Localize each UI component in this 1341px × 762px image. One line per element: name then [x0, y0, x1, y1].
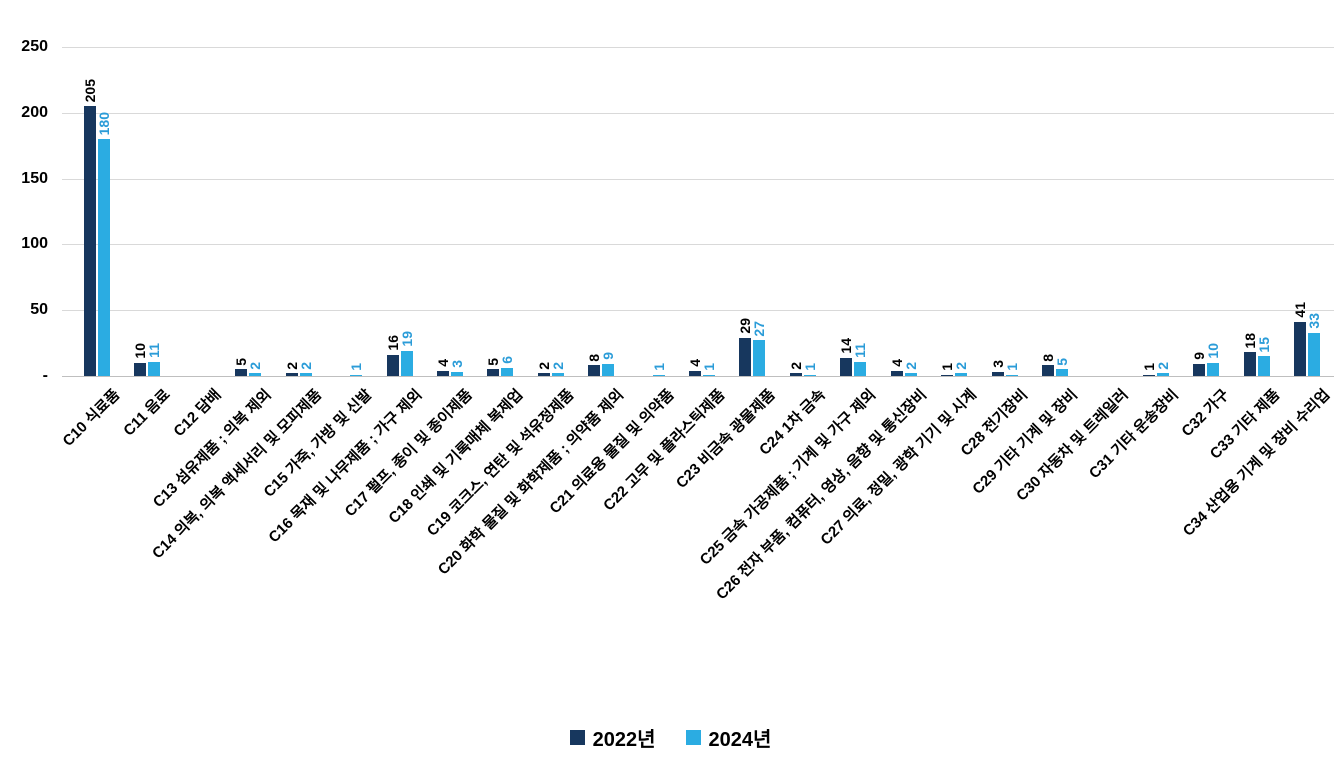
bar-2024년-C29 [1055, 369, 1068, 376]
legend-item-2024: 2024년 [685, 723, 772, 752]
bar-2022년-C32 [1193, 364, 1206, 376]
bar-2022년-C31 [1142, 374, 1155, 376]
y-axis-tick-label: 150 [21, 169, 48, 187]
value-label-2024년: 1 [701, 362, 718, 371]
bar-2024년-C15 [350, 374, 363, 376]
bar-2024년-C19 [551, 373, 564, 376]
bar-2024년-C33 [1257, 356, 1270, 376]
gridline [62, 47, 1334, 48]
bar-2022년-C19 [537, 373, 550, 376]
bar-2024년-C14 [299, 373, 312, 376]
bar-2022년-C28 [991, 372, 1004, 376]
gridline [62, 244, 1334, 246]
value-label-2024년: 3 [448, 360, 465, 369]
bar-2022년-C29 [1041, 365, 1054, 376]
bar-2024년-C16 [400, 350, 413, 376]
value-label-2024년: 2 [902, 361, 919, 370]
bar-2022년-C20 [588, 365, 601, 376]
bar-2022년-C33 [1243, 352, 1256, 376]
bar-2024년-C27 [955, 373, 968, 376]
bar-2022년-C27 [941, 374, 954, 376]
legend-label-2024: 2024년 [708, 729, 772, 751]
bar-2022년-C22 [689, 370, 702, 376]
bar-2022년-C18 [487, 369, 500, 376]
bar-2024년-C18 [501, 368, 514, 376]
value-label-2024년: 2 [247, 361, 264, 370]
value-label-2024년: 11 [146, 342, 163, 358]
value-label-2024년: 180 [96, 111, 112, 136]
y-axis-tick-label: 250 [21, 38, 48, 55]
chart-legend: 2022년 2024년 [0, 723, 1341, 752]
y-axis-tick-label: 50 [30, 301, 48, 319]
value-label-2024년: 33 [1306, 313, 1323, 329]
value-label-2024년: 27 [751, 320, 768, 337]
value-label-2024년: 9 [600, 352, 617, 361]
legend-swatch-2024 [685, 730, 701, 745]
bar-2024년-C13 [249, 373, 262, 376]
value-label-2024년: 15 [1255, 336, 1272, 353]
bar-2024년-C25 [854, 361, 867, 376]
bar-2024년-C11 [148, 361, 161, 376]
bar-2022년-C11 [134, 362, 147, 376]
bar-2024년-C23 [753, 340, 766, 376]
y-axis-tick-label: - [42, 367, 48, 384]
value-label-2024년: 19 [398, 331, 415, 347]
bar-2022년-C16 [386, 354, 399, 376]
bar-2024년-C21 [652, 374, 665, 376]
y-axis-tick-label: 100 [21, 235, 48, 253]
value-label-2024년: 1 [1003, 362, 1020, 371]
value-label-2024년: 1 [348, 362, 365, 371]
value-label-2024년: 5 [1053, 357, 1070, 366]
bar-2024년-C17 [450, 372, 463, 376]
bar-2022년-C14 [285, 373, 298, 376]
bar-2022년-C13 [235, 369, 248, 376]
x-axis-line [62, 376, 1334, 377]
legend-item-2022: 2022년 [569, 723, 656, 752]
value-label-2024년: 2 [953, 361, 970, 370]
bar-2022년-C25 [840, 357, 853, 376]
bar-2022년-C24 [789, 373, 802, 376]
gridline [62, 310, 1334, 312]
bar-2022년-C34 [1294, 322, 1307, 376]
bar-2024년-C10 [98, 139, 110, 376]
bar-2022년-C10 [84, 106, 96, 376]
value-label-2024년: 6 [499, 356, 516, 365]
gridline [62, 178, 1334, 180]
bar-2024년-C20 [602, 364, 615, 376]
bar-2024년-C34 [1308, 332, 1321, 376]
legend-label-2022: 2022년 [592, 729, 656, 751]
bar-2022년-C26 [890, 370, 903, 376]
value-label-2024년: 10 [1205, 343, 1222, 359]
value-label-2024년: 2 [549, 361, 566, 370]
bar-2024년-C31 [1156, 373, 1169, 376]
x-axis-category-label: C11 음료 [120, 386, 174, 440]
value-label-2024년: 1 [801, 362, 818, 371]
x-axis-category-label: C10 식료품 [59, 386, 124, 450]
bar-2022년-C23 [739, 337, 752, 376]
bar-2024년-C24 [803, 374, 816, 376]
value-label-2024년: 1 [650, 362, 667, 371]
bar-2022년-C17 [436, 370, 449, 376]
value-label-2024년: 11 [852, 342, 869, 358]
bar-2024년-C32 [1207, 362, 1220, 376]
x-axis-category-label: C20 화학 물질 및 화학제품 ; 의약품 제외 [435, 386, 628, 579]
x-axis-category-label: C31 기타 운송장비 [1086, 386, 1182, 483]
value-label-2024년: 2 [297, 361, 314, 370]
bar-2024년-C26 [904, 373, 917, 376]
legend-swatch-2022 [569, 730, 585, 745]
gridline [62, 112, 1334, 114]
bar-2024년-C22 [703, 374, 716, 376]
value-label-2024년: 2 [1154, 361, 1171, 370]
y-axis-tick-label: 200 [21, 103, 48, 121]
bar-2024년-C28 [1005, 374, 1018, 376]
value-label-2022년: 205 [82, 78, 98, 103]
